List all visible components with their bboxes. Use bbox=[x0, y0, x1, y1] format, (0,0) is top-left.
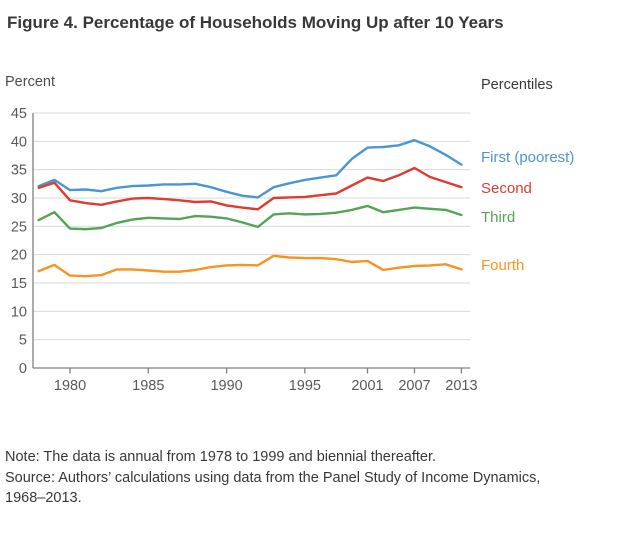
series-line-third bbox=[37, 204, 463, 231]
source-line: Source: Authors’ calculations using data… bbox=[5, 469, 541, 507]
x-tick-label: 1995 bbox=[289, 378, 321, 394]
legend-item-second: Second bbox=[481, 180, 532, 197]
y-tick-label: 0 bbox=[19, 361, 27, 377]
y-tick-label: 25 bbox=[11, 219, 27, 235]
y-tick-label: 45 bbox=[11, 106, 27, 122]
x-tick-label: 1990 bbox=[210, 378, 242, 394]
legend-item-first-poorest: First (poorest) bbox=[481, 149, 575, 166]
y-axis-unit-label: Percent bbox=[5, 74, 55, 90]
legend-title: Percentiles bbox=[481, 77, 553, 93]
y-tick-label: 5 bbox=[19, 333, 27, 349]
series-line-first-poorest bbox=[37, 138, 463, 199]
y-tick-label: 35 bbox=[11, 163, 27, 179]
y-tick-label: 20 bbox=[11, 248, 27, 264]
y-tick-label: 30 bbox=[11, 191, 27, 207]
legend-item-third: Third bbox=[481, 209, 516, 226]
legend-item-fourth: Fourth bbox=[481, 257, 525, 274]
y-tick-label: 15 bbox=[11, 276, 27, 292]
series-line-fourth bbox=[37, 254, 463, 278]
y-tick-label: 10 bbox=[11, 304, 27, 320]
note-text: Note: The data is annual from 1978 to 19… bbox=[5, 447, 577, 509]
x-tick-label: 2013 bbox=[445, 378, 477, 394]
x-tick-label: 1985 bbox=[132, 378, 164, 394]
chart-title: Figure 4. Percentage of Households Movin… bbox=[7, 13, 504, 32]
note-line: Note: The data is annual from 1978 to 19… bbox=[5, 449, 437, 465]
y-tick-label: 40 bbox=[11, 134, 27, 150]
x-tick-label: 2001 bbox=[351, 378, 383, 394]
x-tick-label: 1980 bbox=[54, 378, 86, 394]
series-line-second bbox=[37, 166, 463, 211]
x-tick-label: 2007 bbox=[398, 378, 430, 394]
